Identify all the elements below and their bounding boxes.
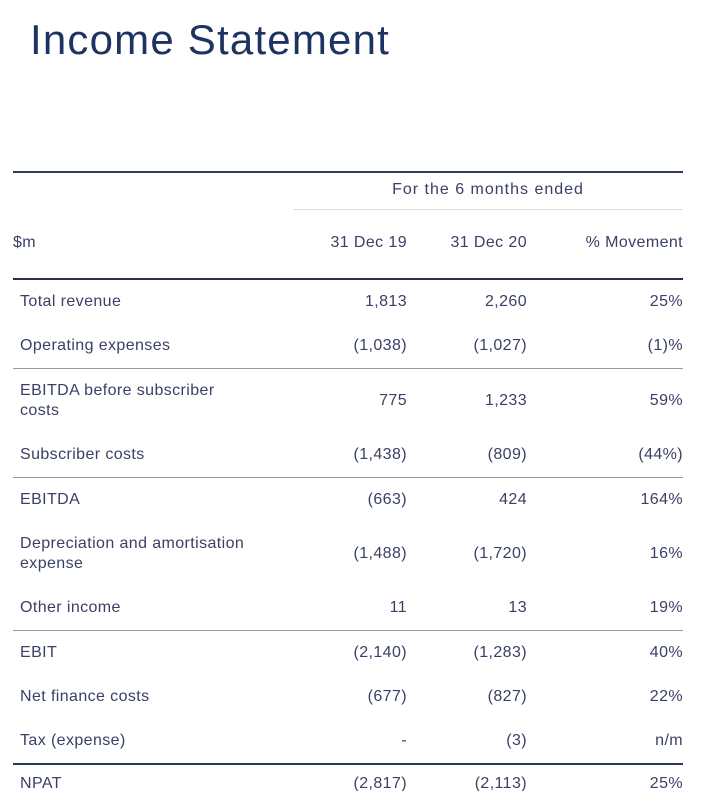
value-movement: (44%) (527, 433, 684, 478)
row-label: Depreciation and amortisation expense (20, 535, 245, 572)
row-label: Tax (expense) (13, 719, 293, 765)
row-label: Total revenue (20, 293, 122, 310)
value-dec19: (1,488) (353, 545, 407, 562)
column-header-31-dec-20: 31 Dec 20 (407, 209, 527, 280)
table-row-ebit: EBIT (2,140) (1,283) 40% (13, 631, 683, 676)
period-group-header: For the 6 months ended (293, 171, 684, 210)
table-row-net-finance-costs: Net finance costs (677) (827) 22% (13, 675, 683, 719)
value-dec19: 1,813 (364, 293, 407, 310)
row-label: EBITDA (20, 491, 81, 508)
value-dec20: (827) (487, 688, 527, 705)
period-group-header-row: For the 6 months ended (13, 171, 684, 210)
value-dec20: 1,233 (484, 392, 527, 409)
value-dec19: (2,817) (293, 764, 407, 791)
table-row-total-revenue: Total revenue 1,813 2,260 25% (13, 279, 683, 324)
value-dec20: 424 (499, 491, 527, 508)
row-label: Operating expenses (13, 324, 293, 369)
row-label: Other income (13, 586, 293, 631)
value-dec20: 13 (407, 586, 527, 631)
value-movement: 19% (527, 586, 684, 631)
value-dec19: (2,140) (353, 644, 407, 661)
value-movement: 25% (527, 764, 684, 791)
row-label: NPAT (13, 764, 293, 791)
row-label: EBIT (20, 644, 58, 661)
value-movement: (1)% (527, 324, 684, 369)
table-row-ebitda-before-subscriber-costs: EBITDA before subscriber costs 775 1,233… (13, 369, 683, 434)
value-movement: 40% (649, 644, 684, 661)
page-title: Income Statement (30, 16, 391, 63)
value-dec19: (677) (367, 688, 407, 705)
row-label: Net finance costs (20, 688, 150, 705)
table-row-ebitda: EBITDA (663) 424 164% (13, 478, 683, 523)
value-dec20: (1,027) (407, 324, 527, 369)
value-dec20: (1,720) (473, 545, 527, 562)
value-movement: 22% (649, 688, 684, 705)
value-dec19: 11 (293, 586, 407, 631)
value-dec20: (1,283) (473, 644, 527, 661)
value-dec19: (1,038) (293, 324, 407, 369)
value-dec19: - (293, 719, 407, 765)
table-row-subscriber-costs: Subscriber costs (1,438) (809) (44%) (13, 433, 684, 478)
value-dec20: 2,260 (484, 293, 527, 310)
value-movement: 164% (640, 491, 684, 508)
table-row-other-income: Other income 11 13 19% (13, 586, 684, 631)
value-movement: 59% (649, 392, 684, 409)
value-dec20: (809) (407, 433, 527, 478)
income-statement-table: For the 6 months ended $m 31 Dec 19 31 D… (13, 171, 684, 791)
column-header-unit: $m (13, 209, 293, 280)
table-row-tax-expense: Tax (expense) - (3) n/m (13, 719, 684, 765)
value-dec19: (1,438) (293, 433, 407, 478)
table-row-operating-expenses: Operating expenses (1,038) (1,027) (1)% (13, 324, 684, 369)
table-row-depreciation-amortisation: Depreciation and amortisation expense (1… (13, 522, 683, 586)
value-dec19: 775 (379, 392, 407, 409)
value-dec19: (663) (367, 491, 407, 508)
column-header-movement: % Movement (527, 209, 684, 280)
table-row-npat: NPAT (2,817) (2,113) 25% (13, 764, 684, 791)
column-header-31-dec-19: 31 Dec 19 (293, 209, 407, 280)
row-label: EBITDA before subscriber costs (20, 382, 215, 419)
value-movement: n/m (527, 719, 684, 765)
group-header-spacer (13, 171, 293, 210)
row-label: Subscriber costs (13, 433, 293, 478)
value-movement: 25% (649, 293, 684, 310)
value-dec20: (3) (407, 719, 527, 765)
value-movement: 16% (649, 545, 684, 562)
value-dec20: (2,113) (407, 764, 527, 791)
column-header-row: $m 31 Dec 19 31 Dec 20 % Movement (13, 209, 684, 280)
